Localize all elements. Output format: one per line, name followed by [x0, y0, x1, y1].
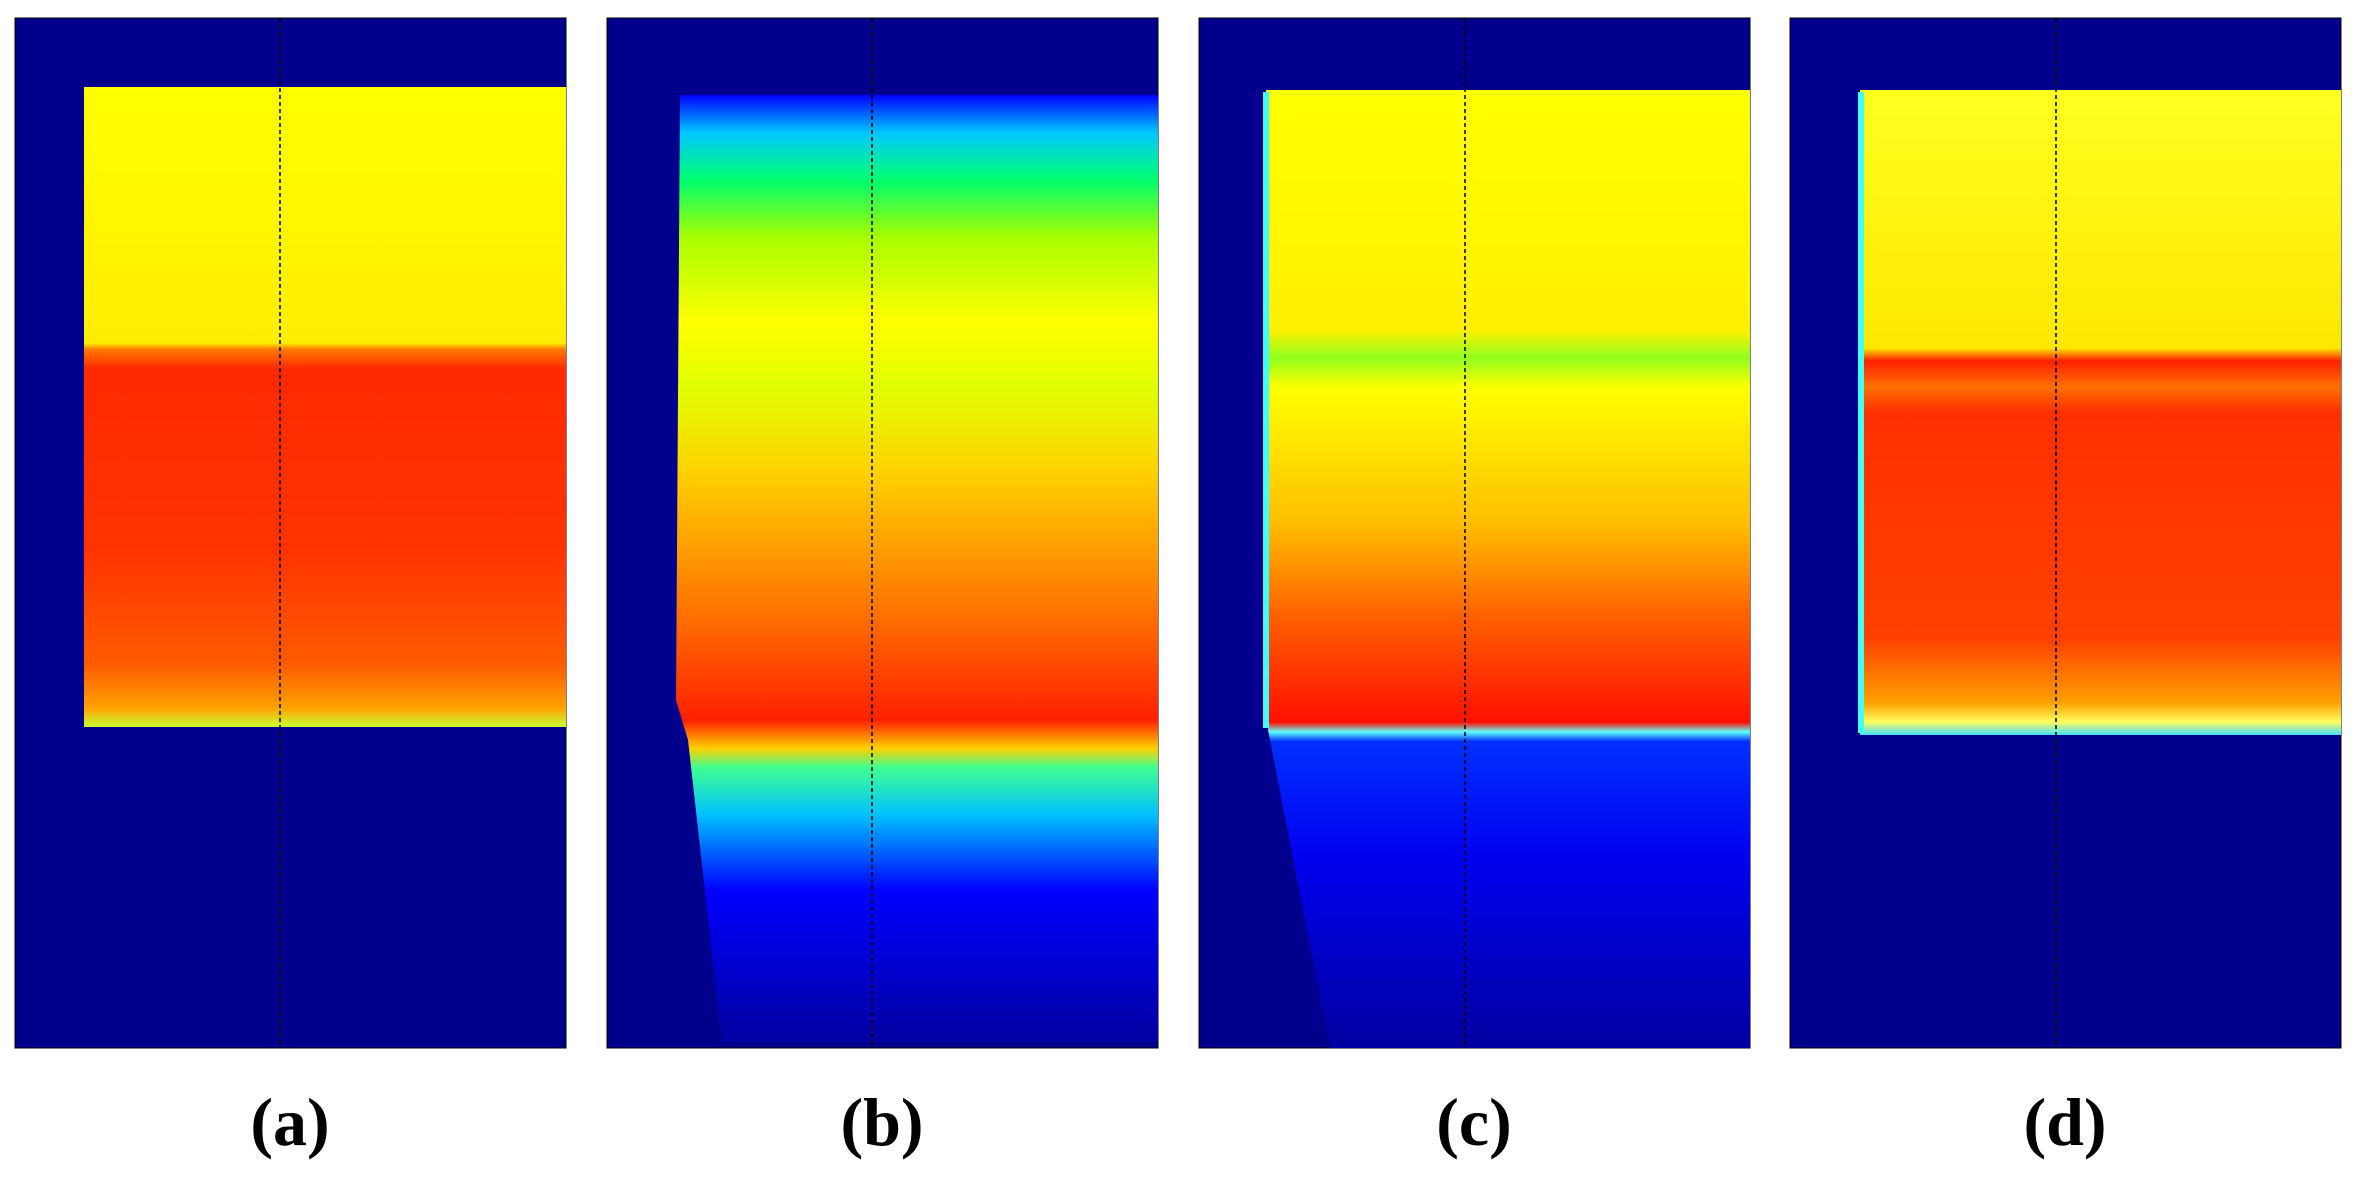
panel-d: [1789, 17, 2342, 1049]
panel-label: (a): [250, 1084, 329, 1160]
panel-b: [606, 17, 1159, 1049]
panel-label: (c): [1436, 1084, 1511, 1160]
panel-label: (b): [840, 1084, 923, 1160]
panel-c: [1198, 17, 1751, 1049]
panel-a: [14, 17, 567, 1049]
panel-label: (d): [2023, 1084, 2106, 1160]
